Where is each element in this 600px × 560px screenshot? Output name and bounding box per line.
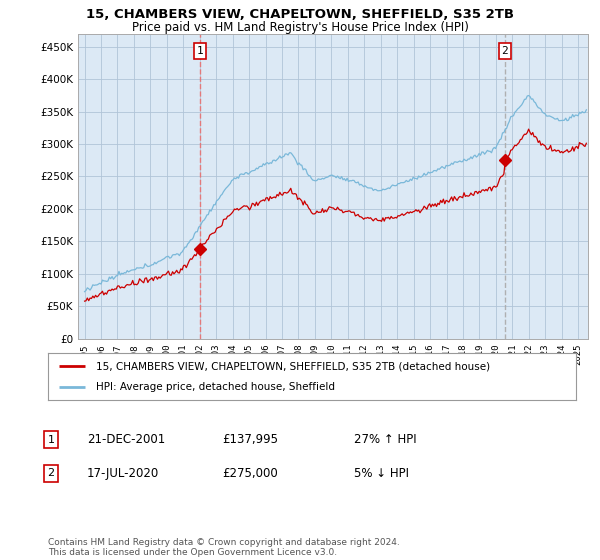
Text: 2: 2	[47, 468, 55, 478]
Text: 27% ↑ HPI: 27% ↑ HPI	[354, 433, 416, 446]
Text: 1: 1	[196, 46, 203, 56]
Text: £137,995: £137,995	[222, 433, 278, 446]
Text: 15, CHAMBERS VIEW, CHAPELTOWN, SHEFFIELD, S35 2TB (detached house): 15, CHAMBERS VIEW, CHAPELTOWN, SHEFFIELD…	[95, 361, 490, 371]
Text: 1: 1	[47, 435, 55, 445]
Text: 15, CHAMBERS VIEW, CHAPELTOWN, SHEFFIELD, S35 2TB: 15, CHAMBERS VIEW, CHAPELTOWN, SHEFFIELD…	[86, 8, 514, 21]
Text: £275,000: £275,000	[222, 466, 278, 480]
Text: 21-DEC-2001: 21-DEC-2001	[87, 433, 165, 446]
Text: Price paid vs. HM Land Registry's House Price Index (HPI): Price paid vs. HM Land Registry's House …	[131, 21, 469, 34]
Text: 2: 2	[502, 46, 508, 56]
Text: 17-JUL-2020: 17-JUL-2020	[87, 466, 159, 480]
Text: Contains HM Land Registry data © Crown copyright and database right 2024.
This d: Contains HM Land Registry data © Crown c…	[48, 538, 400, 557]
Text: HPI: Average price, detached house, Sheffield: HPI: Average price, detached house, Shef…	[95, 382, 335, 392]
Text: 5% ↓ HPI: 5% ↓ HPI	[354, 466, 409, 480]
